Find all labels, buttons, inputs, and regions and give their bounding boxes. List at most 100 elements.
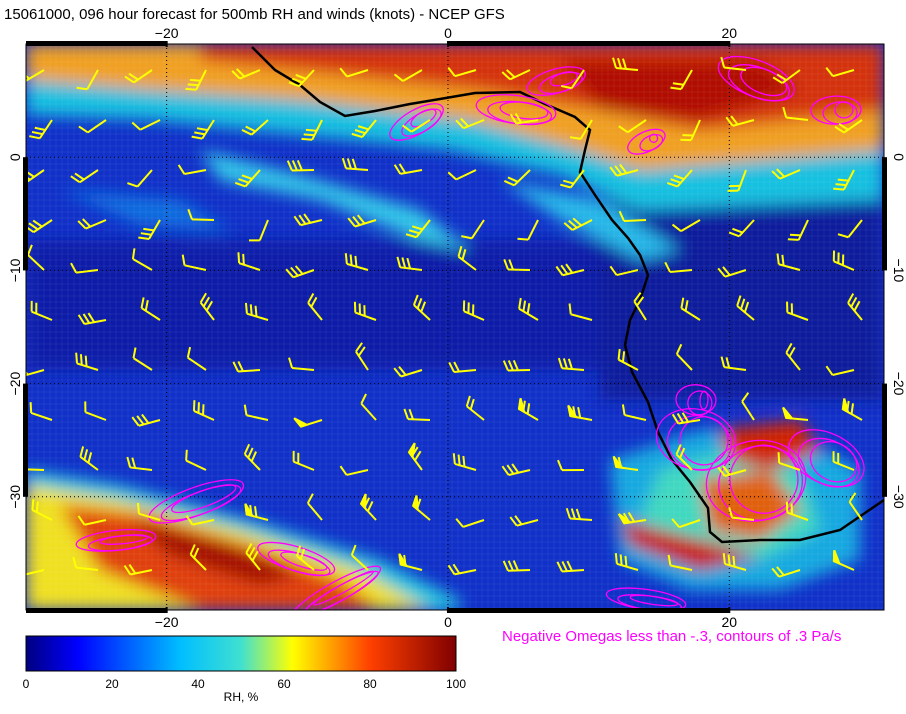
wind-barb <box>612 455 639 471</box>
omega-note: Negative Omegas less than -.3, contours … <box>502 628 842 645</box>
frame-segment <box>882 383 887 497</box>
wind-barb <box>720 356 747 371</box>
wind-barb <box>72 556 99 571</box>
wind-barb <box>412 294 431 321</box>
wind-barb <box>131 413 161 427</box>
wind-barb <box>785 501 809 521</box>
omega-contour <box>499 101 549 120</box>
lat-tick-label: 0 <box>7 153 23 161</box>
frame-ticks <box>23 41 887 613</box>
wind-barb <box>728 507 755 521</box>
wind-barb <box>633 292 647 321</box>
wind-barb <box>556 560 585 573</box>
wind-barb <box>727 169 747 192</box>
wind-barb <box>667 554 693 571</box>
wind-barb <box>393 366 423 378</box>
lon-tick-label: 0 <box>444 614 452 630</box>
frame-segment <box>447 608 730 613</box>
wind-barb <box>772 69 801 84</box>
wind-barb <box>237 252 261 271</box>
wind-barb <box>847 293 863 321</box>
wind-barb <box>359 493 377 521</box>
wind-barb <box>509 515 539 527</box>
colorbar-tick-label: 40 <box>191 677 205 691</box>
omega-contour <box>639 133 664 152</box>
wind-barb <box>717 266 747 278</box>
map-title: 15061000, 096 hour forecast for 500mb RH… <box>4 6 505 23</box>
wind-barb <box>412 495 431 521</box>
wind-barb <box>465 395 485 421</box>
wind-barb <box>787 219 809 241</box>
colorbar-gradient <box>25 635 457 672</box>
wind-barb <box>79 446 99 471</box>
wind-barb <box>126 456 153 471</box>
wind-barb <box>680 297 701 321</box>
wind-barb <box>722 553 747 571</box>
wind-barb <box>231 68 261 80</box>
rh-field <box>26 44 884 610</box>
lon-tick-label: 20 <box>721 614 737 630</box>
wind-barb <box>350 544 369 571</box>
colorbar-tick-label: 80 <box>363 677 377 691</box>
wind-barb <box>666 169 693 188</box>
wind-barb <box>462 300 485 321</box>
wind-barb <box>447 67 477 78</box>
wind-barb <box>771 168 801 180</box>
wind-barb <box>664 261 693 273</box>
wind-barb <box>675 444 693 471</box>
wind-barb <box>832 250 855 271</box>
lon-tick-label: 0 <box>444 25 452 41</box>
wind-barb <box>777 452 801 471</box>
wind-barb <box>127 169 153 188</box>
wind-barb <box>26 69 45 83</box>
wind-barb <box>720 56 747 71</box>
wind-barb <box>187 208 215 221</box>
wind-barb <box>518 297 539 321</box>
wind-barb <box>353 301 377 321</box>
wind-barb <box>569 119 593 140</box>
omega-contour <box>729 444 799 514</box>
colorbar-tick-label: 100 <box>446 677 466 691</box>
colorbar: 0 20 40 60 80 100 RH, % <box>23 635 466 704</box>
frame-segment <box>26 41 167 46</box>
wind-barb <box>671 219 701 233</box>
wind-barb <box>393 69 423 82</box>
wind-barb <box>447 169 477 181</box>
lat-tick-label: −20 <box>7 372 23 396</box>
wind-barb <box>717 465 747 477</box>
lat-tick-label: 0 <box>891 153 906 161</box>
lat-tick-label: −30 <box>7 485 23 509</box>
wind-barb <box>618 210 647 222</box>
wind-barb <box>560 69 585 90</box>
wind-barb <box>241 119 269 136</box>
lat-tick-label: −30 <box>891 485 906 509</box>
wind-barb <box>771 566 801 578</box>
colorbar-tick-label: 0 <box>23 677 30 691</box>
wind-barb <box>448 361 477 374</box>
wind-barb <box>393 163 423 175</box>
wind-barb <box>407 442 423 471</box>
wind-barb <box>344 253 369 271</box>
wind-barb <box>725 115 755 127</box>
wind-barb <box>285 265 315 279</box>
wind-barb <box>503 259 531 271</box>
wind-barb <box>232 361 261 373</box>
frame-segment <box>26 608 167 613</box>
wind-barb <box>671 412 701 425</box>
wind-barb <box>186 346 207 371</box>
wind-barb <box>567 404 593 421</box>
wind-barb <box>837 219 863 239</box>
wind-barb <box>565 507 593 521</box>
omega-contour <box>687 390 713 416</box>
wind-barb <box>617 511 647 525</box>
wind-barb <box>27 244 45 271</box>
wind-barb <box>841 398 863 421</box>
wind-barb <box>191 119 215 140</box>
omega-contours <box>75 55 865 610</box>
wind-barb <box>461 219 485 240</box>
wind-barb <box>786 301 809 321</box>
wind-barb <box>84 401 107 421</box>
wind-barb <box>614 553 639 571</box>
wind-barb <box>502 560 531 572</box>
